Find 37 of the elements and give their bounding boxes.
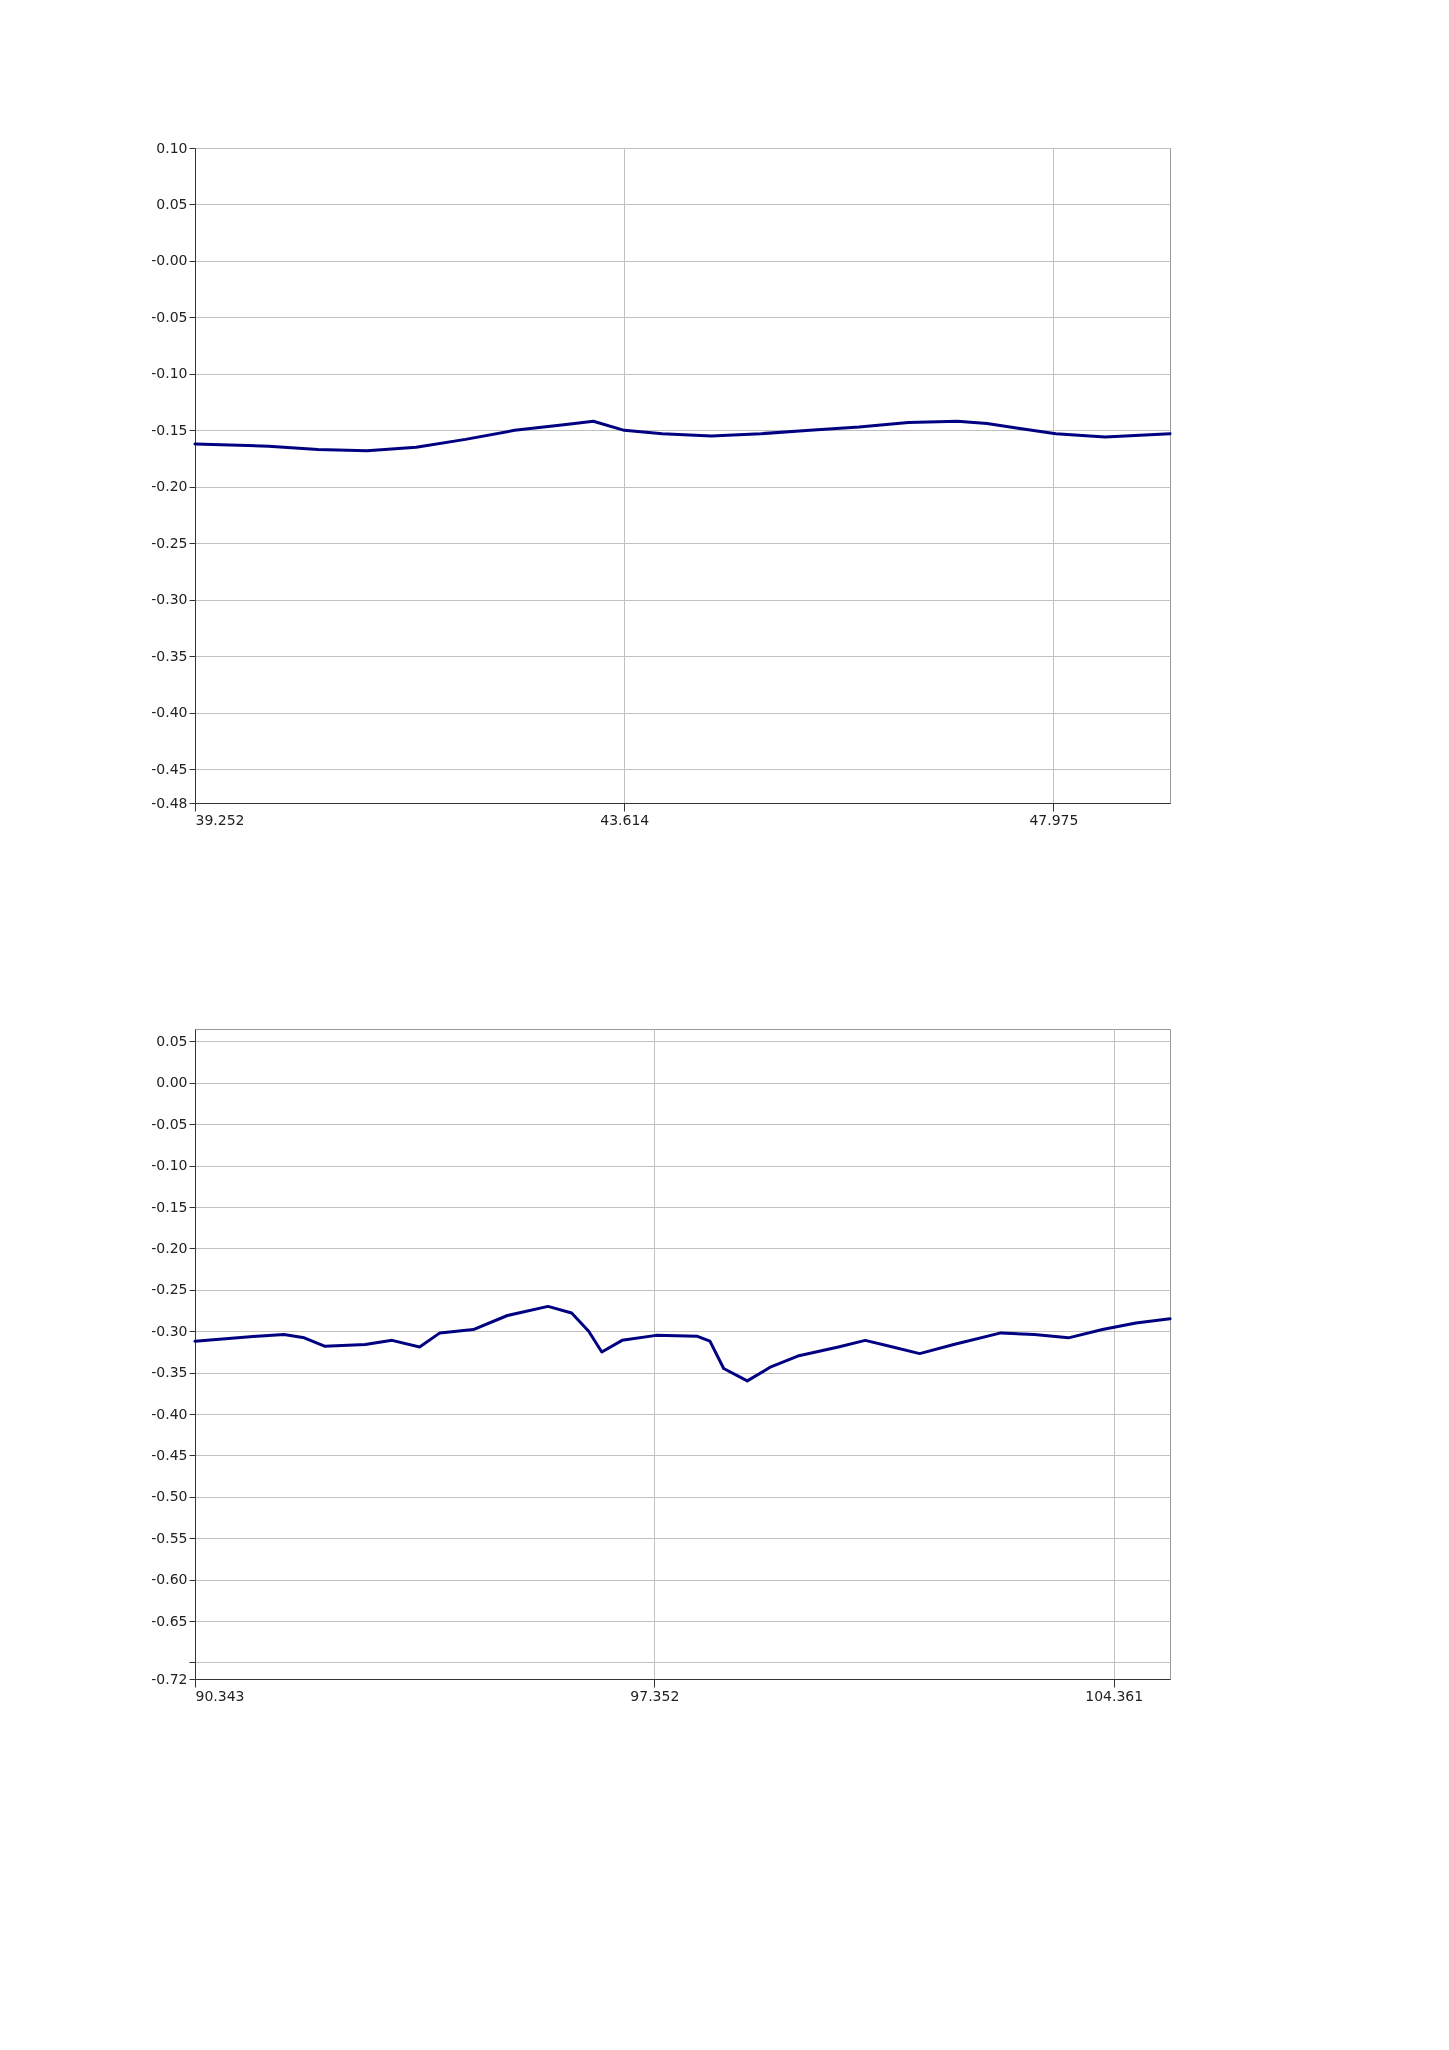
line-series bbox=[193, 1304, 1172, 1383]
x-tick-label: 97.352 bbox=[630, 1687, 680, 1704]
y-tick-label: -0.45 bbox=[151, 760, 188, 777]
y-tick-label: -0.10 bbox=[151, 365, 188, 382]
y-tick-label: -0.55 bbox=[151, 1529, 188, 1546]
y-tick-label: -0.15 bbox=[151, 421, 188, 438]
line-series bbox=[193, 419, 1172, 453]
y-tick-label: -0.65 bbox=[151, 1612, 188, 1629]
y-tick-label: 0.05 bbox=[156, 195, 188, 212]
y-tick-label: -0.15 bbox=[151, 1198, 188, 1215]
x-tick-label: 47.975 bbox=[1029, 811, 1079, 828]
y-tick-label: -0.20 bbox=[151, 1239, 188, 1256]
x-tick-label: 104.361 bbox=[1085, 1687, 1144, 1704]
y-tick-label: -0.05 bbox=[151, 1115, 188, 1132]
y-tick-label: -0.00 bbox=[151, 252, 188, 269]
y-tick-label: -0.60 bbox=[151, 1571, 188, 1588]
y-tick-label: -0.40 bbox=[151, 704, 188, 721]
y-tick-label: 0.05 bbox=[156, 1032, 188, 1049]
y-tick-label: -0.50 bbox=[151, 1488, 188, 1505]
y-tick-label: -0.40 bbox=[151, 1405, 188, 1422]
y-tick-label: -0.30 bbox=[151, 591, 188, 608]
y-tick-label: -0.35 bbox=[151, 1364, 188, 1381]
y-tick-label: -0.25 bbox=[151, 534, 188, 551]
y-tick-label: -0.35 bbox=[151, 647, 188, 664]
y-tick-label: -0.72 bbox=[151, 1670, 188, 1687]
y-tick-label: -0.05 bbox=[151, 308, 188, 325]
y-tick-label: 0.00 bbox=[156, 1074, 188, 1091]
y-tick-label: 0.10 bbox=[156, 139, 188, 156]
y-tick-label: -0.10 bbox=[151, 1157, 188, 1174]
y-tick-label: -0.30 bbox=[151, 1322, 188, 1339]
x-tick-label: 43.614 bbox=[600, 811, 650, 828]
y-tick-label: -0.45 bbox=[151, 1446, 188, 1463]
x-tick-label: 39.252 bbox=[195, 811, 245, 828]
y-tick-label: -0.48 bbox=[151, 794, 188, 811]
x-tick-label: 90.343 bbox=[195, 1687, 245, 1704]
y-tick-label: -0.20 bbox=[151, 478, 188, 495]
y-tick-label: -0.25 bbox=[151, 1281, 188, 1298]
